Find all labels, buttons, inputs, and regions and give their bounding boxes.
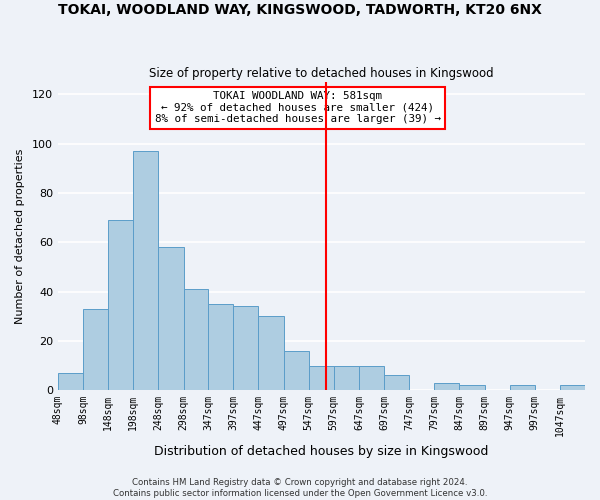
- Title: Size of property relative to detached houses in Kingswood: Size of property relative to detached ho…: [149, 66, 494, 80]
- Bar: [460, 386, 485, 390]
- Bar: [560, 386, 585, 390]
- Bar: [233, 306, 259, 390]
- Text: TOKAI, WOODLAND WAY, KINGSWOOD, TADWORTH, KT20 6NX: TOKAI, WOODLAND WAY, KINGSWOOD, TADWORTH…: [58, 2, 542, 16]
- Text: Contains HM Land Registry data © Crown copyright and database right 2024.
Contai: Contains HM Land Registry data © Crown c…: [113, 478, 487, 498]
- Bar: [284, 350, 308, 390]
- X-axis label: Distribution of detached houses by size in Kingswood: Distribution of detached houses by size …: [154, 444, 488, 458]
- Text: TOKAI WOODLAND WAY: 581sqm
← 92% of detached houses are smaller (424)
8% of semi: TOKAI WOODLAND WAY: 581sqm ← 92% of deta…: [155, 92, 441, 124]
- Bar: [509, 386, 535, 390]
- Bar: [308, 366, 334, 390]
- Bar: [334, 366, 359, 390]
- Bar: [133, 151, 158, 390]
- Bar: [359, 366, 384, 390]
- Bar: [434, 383, 460, 390]
- Y-axis label: Number of detached properties: Number of detached properties: [15, 148, 25, 324]
- Bar: [384, 376, 409, 390]
- Bar: [108, 220, 133, 390]
- Bar: [259, 316, 284, 390]
- Bar: [158, 247, 184, 390]
- Bar: [58, 373, 83, 390]
- Bar: [184, 289, 208, 390]
- Bar: [208, 304, 233, 390]
- Bar: [83, 309, 108, 390]
